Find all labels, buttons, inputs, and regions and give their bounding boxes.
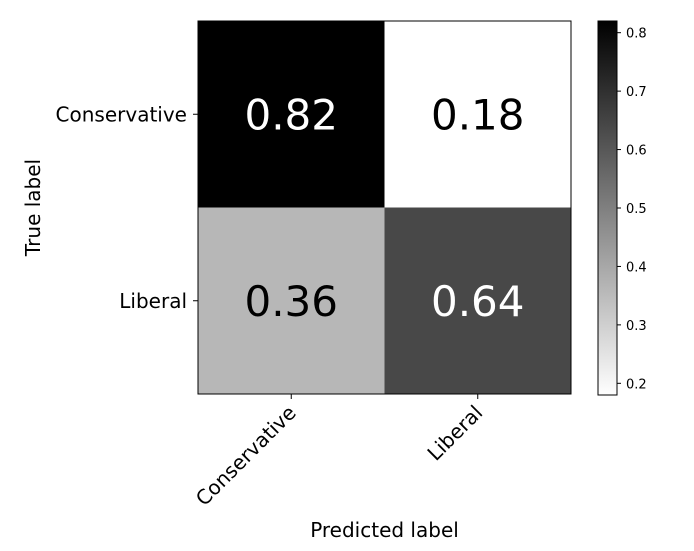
colorbar-tick-label: 0.2 [626, 377, 647, 392]
colorbar [597, 20, 618, 396]
cell-value-label: 0.36 [244, 277, 338, 326]
x-axis-label: Predicted label [310, 518, 459, 542]
colorbar-tick-label: 0.5 [626, 202, 647, 217]
y-tick-label: Liberal [119, 289, 187, 313]
cell-value-label: 0.64 [431, 277, 525, 326]
heatmap-cells [198, 21, 571, 394]
x-tick-label: Liberal [422, 401, 487, 466]
y-axis-ticks: Conservative Liberal [56, 102, 198, 313]
colorbar-ticks: 0.2 0.3 0.4 0.5 0.6 0.7 0.8 [617, 27, 647, 392]
cell-value-label: 0.82 [244, 90, 338, 139]
y-axis-label: True label [21, 159, 45, 257]
heatmap-cell [198, 207, 385, 394]
colorbar-tick-label: 0.8 [626, 27, 647, 42]
heatmap-cell [384, 21, 571, 208]
plot-frame [197, 20, 572, 395]
colorbar-tick-label: 0.7 [626, 85, 647, 100]
x-tick-label: Conservative [191, 401, 301, 511]
cell-value-label: 0.18 [431, 90, 525, 139]
heatmap-cell [198, 21, 385, 208]
colorbar-tick-label: 0.3 [626, 319, 647, 334]
y-tick-label: Conservative [56, 102, 187, 126]
colorbar-tick-label: 0.4 [626, 260, 647, 275]
x-axis-ticks: Conservative Liberal [191, 394, 487, 510]
heatmap-cell [384, 207, 571, 394]
cell-value-labels: 0.82 0.18 0.36 0.64 [244, 90, 524, 326]
colorbar-tick-label: 0.6 [626, 144, 647, 159]
